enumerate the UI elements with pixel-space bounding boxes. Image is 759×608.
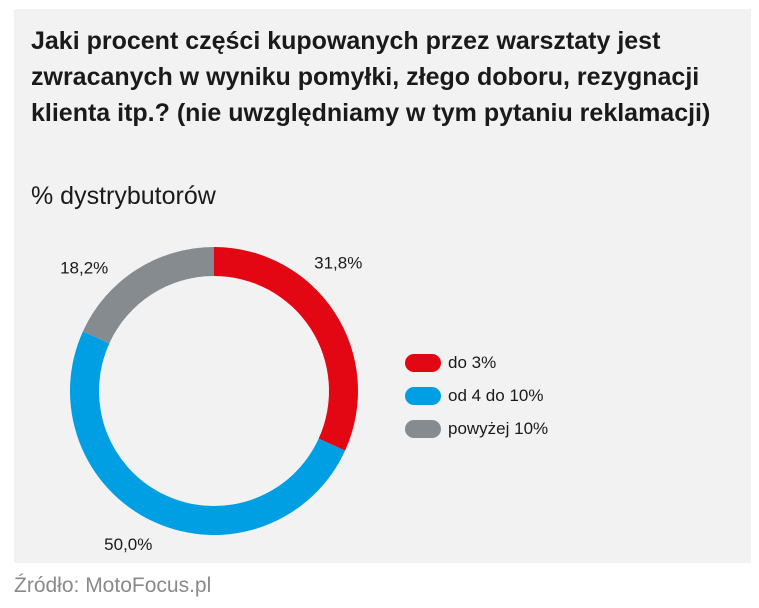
- legend-label-do-3: do 3%: [448, 352, 497, 372]
- chart-subtitle: % dystrybutorów: [31, 182, 216, 210]
- source-note: Źródło: MotoFocus.pl: [14, 574, 212, 597]
- chart-legend: do 3% od 4 do 10% powyżej 10%: [405, 346, 548, 445]
- legend-label-powyzej-10: powyżej 10%: [448, 418, 549, 438]
- value-label-powy-ej-10: 18,2%: [60, 258, 108, 277]
- value-label-do-3: 31,8%: [314, 253, 362, 272]
- legend-swatch-od-4-do-10: [405, 386, 441, 405]
- legend-item-do-3: do 3%: [405, 346, 548, 379]
- legend-swatch-do-3: [405, 353, 441, 372]
- chart-title: Jaki procent części kupowanych przez war…: [31, 27, 711, 127]
- donut-slice-od-4-do-10: [70, 331, 346, 535]
- value-label-od-4-do-10: 50,0%: [104, 535, 152, 554]
- chart-card: Jaki procent części kupowanych przez war…: [14, 9, 751, 563]
- donut-value-labels: 31,8% 50,0% 18,2%: [60, 253, 362, 553]
- legend-item-powyzej-10: powyżej 10%: [405, 412, 548, 445]
- donut-slice-powy-ej-10: [82, 247, 215, 344]
- donut-slices: [70, 247, 358, 535]
- legend-label-od-4-do-10: od 4 do 10%: [448, 385, 544, 405]
- donut-slice-do-3: [214, 247, 358, 451]
- legend-item-od-4-do-10: od 4 do 10%: [405, 379, 548, 412]
- donut-chart: 31,8% 50,0% 18,2%: [60, 247, 362, 554]
- legend-swatch-powyzej-10: [405, 419, 441, 438]
